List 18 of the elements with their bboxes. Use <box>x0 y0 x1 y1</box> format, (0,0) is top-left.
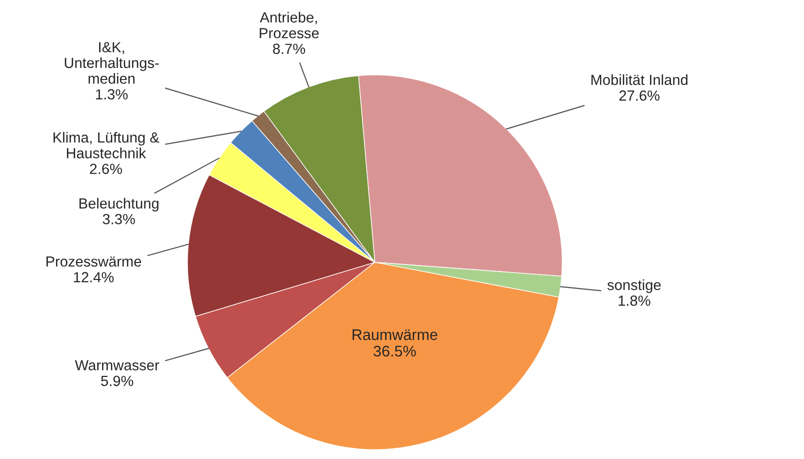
data-label: 1.8% <box>618 296 650 306</box>
data-label: 2.6% <box>90 164 122 174</box>
data-label: 5.9% <box>101 376 134 386</box>
slice-label: Klima, Lüftung & Haustechnik <box>54 132 160 158</box>
data-label: 8.7% <box>272 44 306 54</box>
slice-label: I&K, Unterhaltungs- medien <box>64 42 159 84</box>
slice-label: Beleuchtung <box>80 198 158 212</box>
data-label: 12.4% <box>74 272 114 282</box>
slice-label: Warmwasser <box>74 360 160 370</box>
slice-label: sonstige <box>607 279 661 294</box>
data-label: 36.5% <box>374 346 416 357</box>
data-label: 3.3% <box>102 214 135 224</box>
slice-label: Antriebe, Prozesse <box>260 12 319 38</box>
slice-label: Mobilität Inland <box>591 74 688 86</box>
slice-label: Prozesswärme <box>46 256 142 267</box>
slice-label: Raumwärme <box>352 329 438 340</box>
data-label: 1.3% <box>96 89 128 100</box>
data-label: 27.6% <box>619 90 660 101</box>
